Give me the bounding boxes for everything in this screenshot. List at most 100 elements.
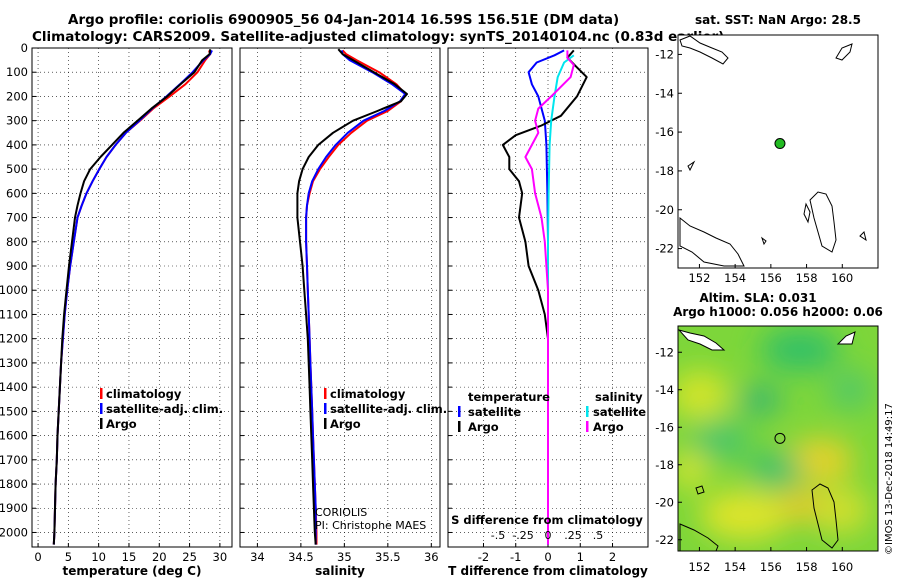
- secondary-x-axis-label: S difference from climatology: [451, 513, 643, 527]
- series-line-satellite-adj-clim-: [305, 50, 407, 545]
- map-x-tick-label: 160: [831, 560, 853, 574]
- header-line-2: Climatology: CARS2009. Satellite-adjuste…: [32, 29, 725, 45]
- heatmap-patch: [738, 386, 782, 414]
- legend-swatch: [586, 406, 589, 417]
- x-tick-label: 35: [337, 550, 352, 564]
- legend-label: satellite: [468, 405, 521, 419]
- series-line-climatology: [305, 49, 407, 545]
- heatmap-blobs: [678, 328, 872, 540]
- y-tick-label: 100: [6, 65, 28, 79]
- coastline: [836, 331, 856, 345]
- coastline: [695, 485, 705, 495]
- map-x-tick-label: 152: [688, 560, 710, 574]
- sla-map-title: Altim. SLA: 0.031: [699, 291, 816, 305]
- credit-annotation: CORIOLIS: [315, 506, 367, 519]
- coastline: [803, 202, 811, 224]
- coastline: [679, 523, 719, 551]
- temperature-panel: 0100200300400500600700800900100011001200…: [0, 41, 233, 578]
- legend-label: Argo: [593, 420, 624, 434]
- legend-label: climatology: [330, 387, 406, 401]
- y-tick-label: 400: [6, 138, 28, 152]
- map-x-tick-label: 154: [724, 560, 746, 574]
- heatmap-patch: [747, 452, 803, 488]
- x-tick-label: 36: [424, 550, 439, 564]
- y-tick-label: 900: [6, 259, 28, 273]
- map-y-tick-label: -18: [655, 458, 674, 472]
- map-frame: [677, 325, 879, 552]
- salinity-panel: 34 34.5 35 35.5 36 salinity climatologysatelli…: [239, 47, 447, 578]
- sst-map-title: sat. SST: NaN Argo: 28.5: [695, 13, 861, 27]
- header-line-1: Argo profile: coriolis 6900905_56 04-Jan…: [68, 12, 620, 28]
- sla-heatmap: [678, 326, 878, 551]
- secondary-x-tick-label: 0: [545, 529, 552, 542]
- legend-swatch: [324, 418, 327, 429]
- map-x-tick-label: 154: [724, 271, 746, 285]
- legend-title-temperature: temperature: [468, 390, 550, 404]
- map-x-tick-label: 158: [796, 560, 818, 574]
- map-y-tick-label: -14: [655, 383, 674, 397]
- map-y-tick-label: -20: [655, 203, 674, 217]
- heatmap-patch: [778, 489, 822, 521]
- map-x-tick-label: 160: [831, 271, 853, 285]
- y-tick-label: 300: [6, 114, 28, 128]
- y-tick-label: 1700: [0, 453, 28, 467]
- coastline: [679, 35, 729, 65]
- y-tick-label: 600: [6, 186, 28, 200]
- x-tick-label: 35.5: [375, 550, 401, 564]
- map-x-tick-label: 152: [688, 271, 710, 285]
- y-tick-label: 1300: [0, 356, 28, 370]
- x-tick-label: 34.5: [288, 550, 314, 564]
- sla-map-subtitle: Argo h1000: 0.056 h2000: 0.06: [673, 305, 883, 319]
- legend-swatch: [324, 388, 327, 399]
- legend-swatch: [586, 421, 589, 432]
- coastline: [859, 231, 867, 242]
- x-tick-label: 10: [91, 550, 106, 564]
- legend-label: satellite-adj. clim.: [106, 402, 223, 416]
- map-x-tick-label: 158: [796, 271, 818, 285]
- map-y-tick-label: -14: [655, 86, 674, 100]
- legend-swatch: [458, 421, 461, 432]
- y-tick-label: 1500: [0, 404, 28, 418]
- y-tick-label: 0: [21, 41, 28, 55]
- heatmap-patch: [760, 328, 840, 372]
- y-tick-label: 1800: [0, 477, 28, 491]
- x-tick-label: -2: [478, 550, 489, 564]
- legend-label: Argo: [106, 417, 137, 431]
- coastline: [679, 216, 745, 267]
- secondary-x-tick-label: .5: [593, 529, 604, 542]
- x-axis-label: T difference from climatology: [448, 564, 648, 578]
- map-y-tick-label: -20: [655, 495, 674, 509]
- argo-location-marker: [774, 432, 786, 444]
- heatmap-patch: [700, 490, 790, 540]
- secondary-x-tick-label: .25: [564, 529, 582, 542]
- x-tick-label: 5: [65, 550, 72, 564]
- map-x-tick-label: 156: [760, 271, 782, 285]
- x-axis-label: temperature (deg C): [63, 564, 202, 578]
- coastline: [811, 483, 839, 549]
- map-frame: [677, 34, 879, 269]
- x-tick-label: 34: [250, 550, 265, 564]
- panel-frame: [239, 47, 441, 548]
- legend-label: Argo: [468, 420, 499, 434]
- coastline: [678, 329, 726, 351]
- panel-frame: [31, 47, 233, 548]
- map-y-tick-label: -12: [655, 345, 674, 359]
- map-y-tick-label: -22: [655, 242, 674, 256]
- x-tick-label: 20: [152, 550, 167, 564]
- heatmap-patch: [678, 370, 730, 420]
- heatmap-patch: [810, 486, 870, 534]
- legend-swatch: [100, 418, 103, 429]
- legend-title-salinity: salinity: [595, 390, 643, 404]
- y-tick-label: 1200: [0, 332, 28, 346]
- legend-swatch: [458, 406, 461, 417]
- series-line-s-argo: [524, 50, 575, 545]
- map-y-tick-label: -22: [655, 533, 674, 547]
- y-tick-label: 1000: [0, 283, 28, 297]
- legend-swatch: [100, 388, 103, 399]
- coastline: [835, 43, 853, 61]
- y-tick-label: 1600: [0, 429, 28, 443]
- x-tick-label: 0: [34, 550, 41, 564]
- x-tick-label: 0: [544, 550, 551, 564]
- y-tick-label: 1900: [0, 501, 28, 515]
